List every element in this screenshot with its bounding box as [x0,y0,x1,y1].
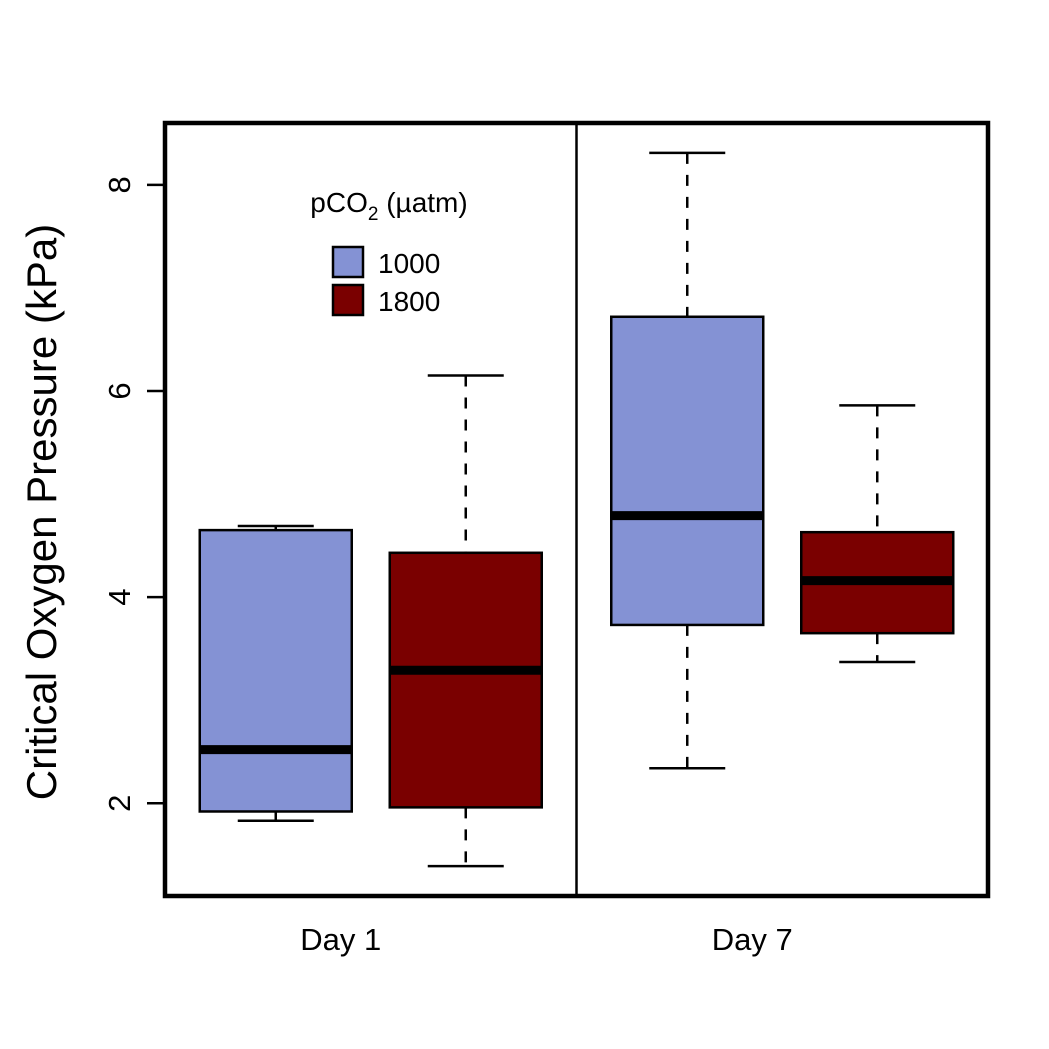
x-category-label-day-1: Day 1 [300,922,381,957]
plot-frame [162,120,991,899]
legend-label-1800: 1800 [378,286,440,317]
y-tick-label-6: 6 [102,382,137,399]
legend-swatch-1000 [331,245,365,279]
y-tick-label-4: 4 [102,588,137,605]
legend-title: pCO2 (µatm) [310,187,467,225]
boxes-layer [198,151,955,868]
legend-label-1000: 1000 [378,248,440,279]
box-1000-day-7-iqr [610,315,765,627]
y-axis-label: Critical Oxygen Pressure (kPa) [18,224,65,801]
legend-swatch-1800 [331,283,365,317]
box-1000-day-1-iqr [198,528,353,813]
x-category-label-day-7: Day 7 [712,922,793,957]
y-tick-label-2: 2 [102,795,137,812]
legend: pCO2 (µatm) 1000 1800 [310,187,467,317]
y-tick-label-8: 8 [102,176,137,193]
box-1800-day-1-iqr [388,551,543,809]
axes-layer: 2 4 6 8 Day 1 Day 7 [102,120,991,957]
